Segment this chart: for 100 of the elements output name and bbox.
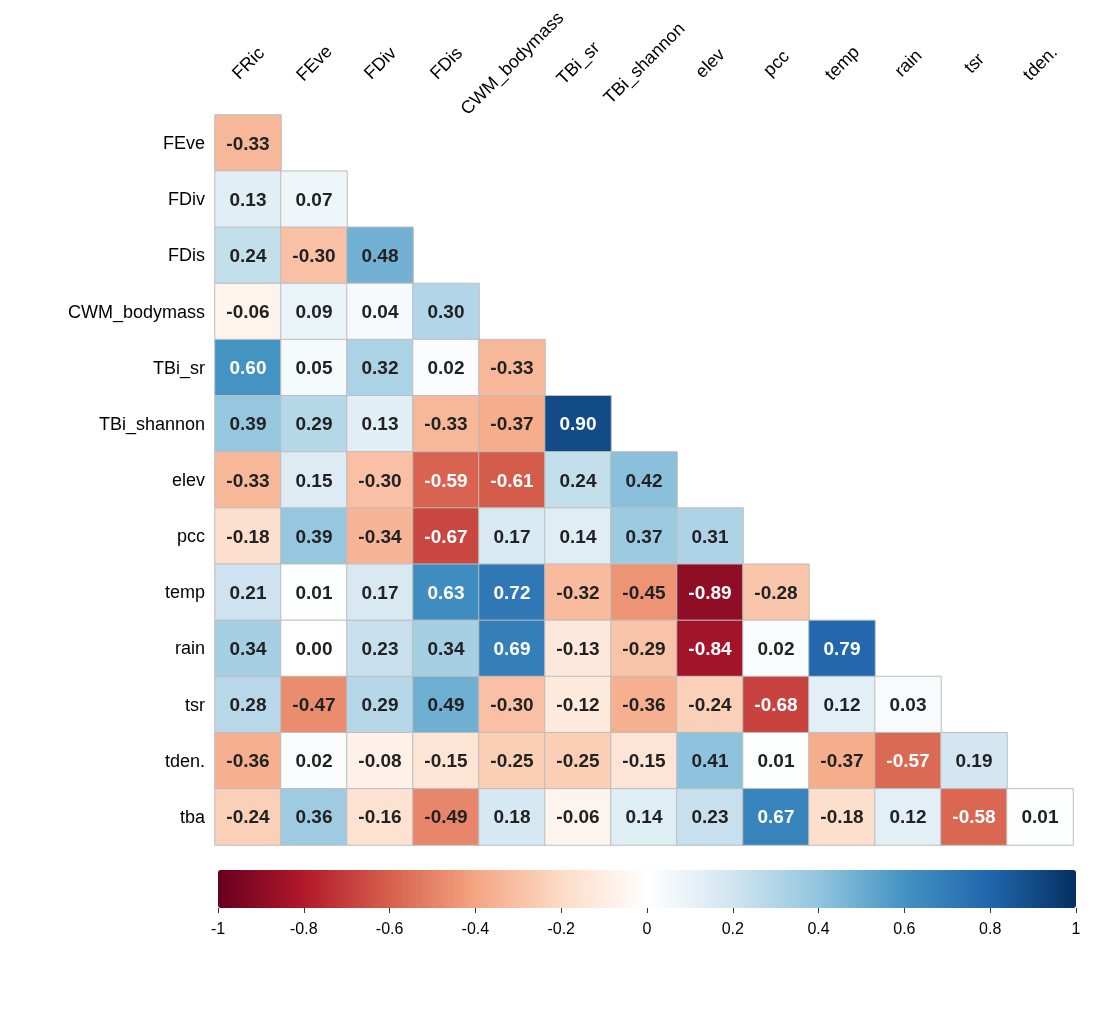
data-label: -0.32 [556,581,600,603]
x-tick-label: pcc [759,46,793,80]
data-label: 0.02 [427,357,465,379]
data-label: 0.34 [427,637,465,659]
data-label: -0.34 [358,525,403,547]
data-label: -0.57 [886,750,930,772]
data-label: -0.06 [556,806,600,828]
data-label: -0.47 [292,694,336,716]
x-tick-label: tden. [1018,41,1062,85]
data-label: 0.79 [823,637,861,659]
data-label: 0.34 [229,637,267,659]
data-label: -0.68 [754,694,798,716]
data-label: 0.05 [295,357,333,379]
data-label: 0.01 [757,750,795,772]
data-label: 0.02 [295,750,333,772]
data-label: 0.67 [757,806,795,828]
x-tick-label: elev [691,44,729,82]
y-tick-label: FDis [168,245,205,266]
y-tick-label: FDiv [168,189,205,210]
x-tick-label: rain [890,45,926,81]
data-label: 0.72 [493,581,531,603]
y-tick-label: temp [164,582,205,603]
data-label: -0.25 [490,750,535,772]
y-tick-label: CWM_bodymass [67,301,205,323]
data-label: -0.18 [226,525,270,547]
data-label: 0.41 [691,750,729,772]
data-label: 0.39 [295,525,333,547]
y-tick-label: FEve [162,133,205,154]
data-label: -0.33 [226,469,270,491]
y-tick-label: elev [171,470,205,490]
data-label: -0.49 [424,806,468,828]
color-bar-label: 1 [1071,919,1081,937]
data-label: -0.16 [358,806,402,828]
color-bar-label: 0 [642,919,652,937]
data-label: 0.39 [229,413,267,435]
color-bar-label: -0.4 [461,919,490,937]
data-label: -0.37 [820,750,864,772]
data-label: 0.48 [361,244,399,266]
data-label: 0.30 [427,301,465,323]
x-tick-label: FRic [227,42,269,84]
y-tick-label: TBi_shannon [98,413,205,435]
data-label: -0.30 [358,469,402,491]
data-label: -0.30 [490,694,534,716]
data-label: -0.84 [688,637,733,659]
data-label: 0.17 [493,525,531,547]
data-label: -0.06 [226,301,270,323]
color-bar-label: 0.6 [893,919,916,937]
color-bar-label: 0.2 [721,919,745,937]
data-label: -0.15 [424,750,469,772]
data-label: -0.36 [226,750,270,772]
data-label: 0.18 [493,806,531,828]
data-label: 0.24 [229,244,267,266]
data-label: -0.30 [292,244,336,266]
data-label: -0.33 [490,357,534,379]
y-tick-label: TBi_sr [152,357,205,379]
data-label: 0.13 [361,413,399,435]
data-label: -0.67 [424,525,468,547]
data-label: -0.08 [358,750,402,772]
y-tick-label: tba [179,806,206,827]
color-bar-label: 0.8 [979,919,1002,937]
data-label: 0.03 [889,694,927,716]
color-bar-label: -0.6 [375,919,404,937]
data-label: 0.02 [757,637,795,659]
data-label: 0.42 [625,469,663,491]
color-bar-label: -0.8 [290,919,318,937]
data-label: 0.15 [295,469,333,491]
data-label: 0.04 [361,301,399,323]
color-bar-label: 0.4 [807,919,830,937]
data-label: -0.58 [952,806,996,828]
data-label: 0.00 [295,637,333,659]
data-label: 0.90 [559,413,597,435]
y-tick-label: tden. [164,750,205,771]
data-label: 0.07 [295,188,333,210]
data-label: 0.01 [295,581,333,603]
data-label: 0.17 [361,581,399,603]
data-label: -0.15 [622,750,667,772]
data-label: -0.18 [820,806,864,828]
data-label: -0.45 [622,581,667,603]
data-label: 0.29 [295,413,333,435]
data-label: 0.23 [361,637,399,659]
data-label: 0.49 [427,694,465,716]
data-label: 0.23 [691,806,729,828]
data-label: 0.63 [427,581,465,603]
x-tick-label: tsr [959,48,989,78]
data-label: 0.19 [955,750,993,772]
data-label: 0.12 [823,694,861,716]
color-bar-label: -0.2 [547,919,576,937]
data-label: -0.33 [424,413,468,435]
x-tick-label: FDis [425,42,467,84]
y-tick-label: rain [174,638,205,659]
data-label: -0.25 [556,750,601,772]
data-label: 0.09 [295,301,333,323]
data-label: 0.60 [229,357,267,379]
data-label: -0.36 [622,694,666,716]
data-label: -0.37 [490,413,534,435]
data-label: -0.61 [490,469,535,491]
data-label: 0.31 [691,525,729,547]
data-label: 0.29 [361,694,399,716]
data-label: -0.59 [424,469,468,491]
data-label: 0.01 [1021,806,1059,828]
